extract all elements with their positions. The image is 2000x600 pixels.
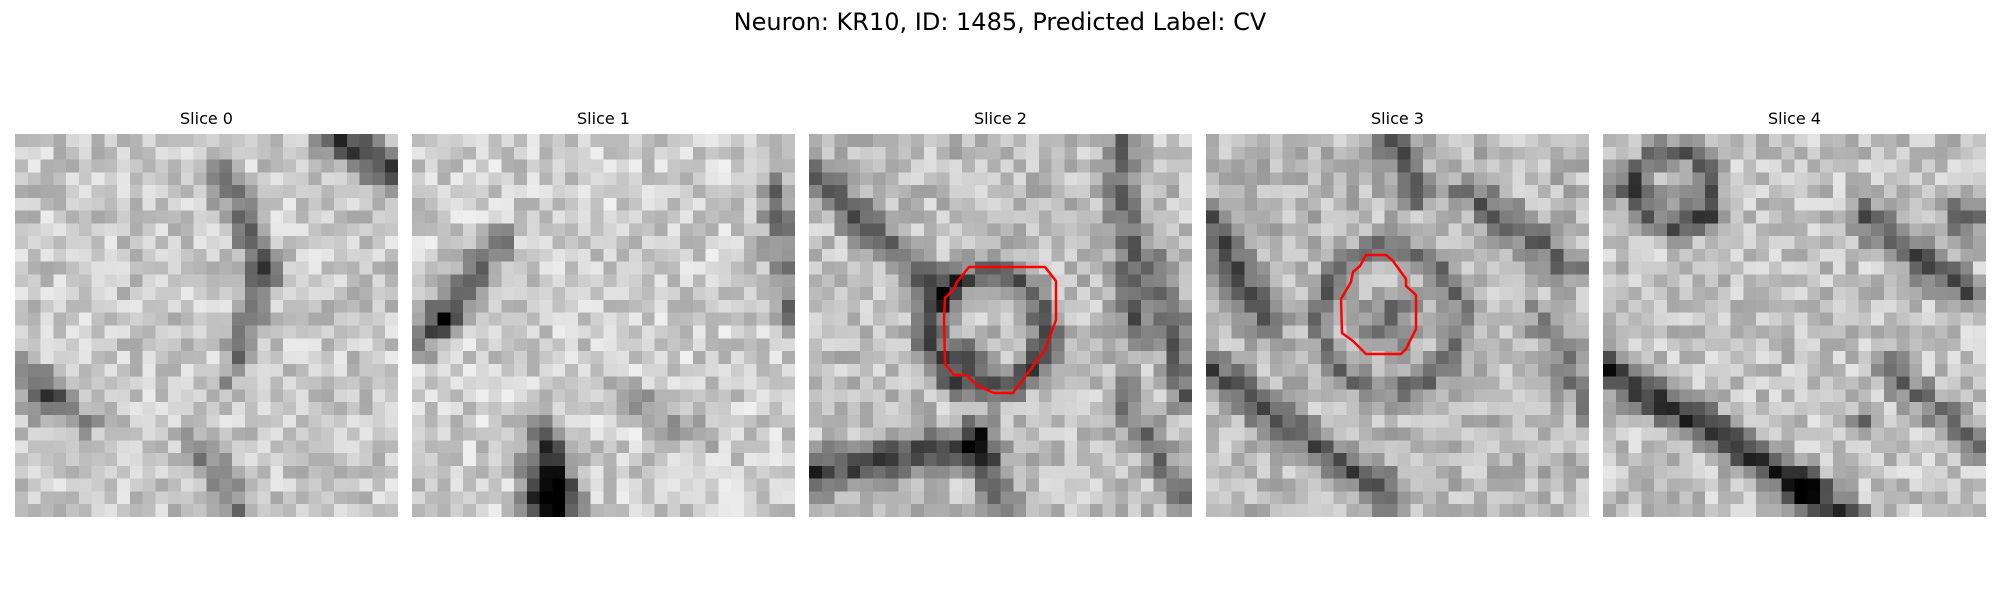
- slice-image: [412, 134, 795, 517]
- slice-image: [809, 134, 1192, 517]
- segmentation-contour: [942, 265, 1058, 395]
- slice-title: Slice 3: [1371, 109, 1424, 128]
- slice-title: Slice 1: [577, 109, 630, 128]
- slice-image: [15, 134, 398, 517]
- segmentation-contour: [1339, 253, 1418, 356]
- slice-image: [1206, 134, 1589, 517]
- slice-image: [1603, 134, 1986, 517]
- slice-title: Slice 0: [180, 109, 233, 128]
- figure-title: Neuron: KR10, ID: 1485, Predicted Label:…: [733, 8, 1267, 36]
- slice-title: Slice 2: [974, 109, 1027, 128]
- slice-title: Slice 4: [1768, 109, 1821, 128]
